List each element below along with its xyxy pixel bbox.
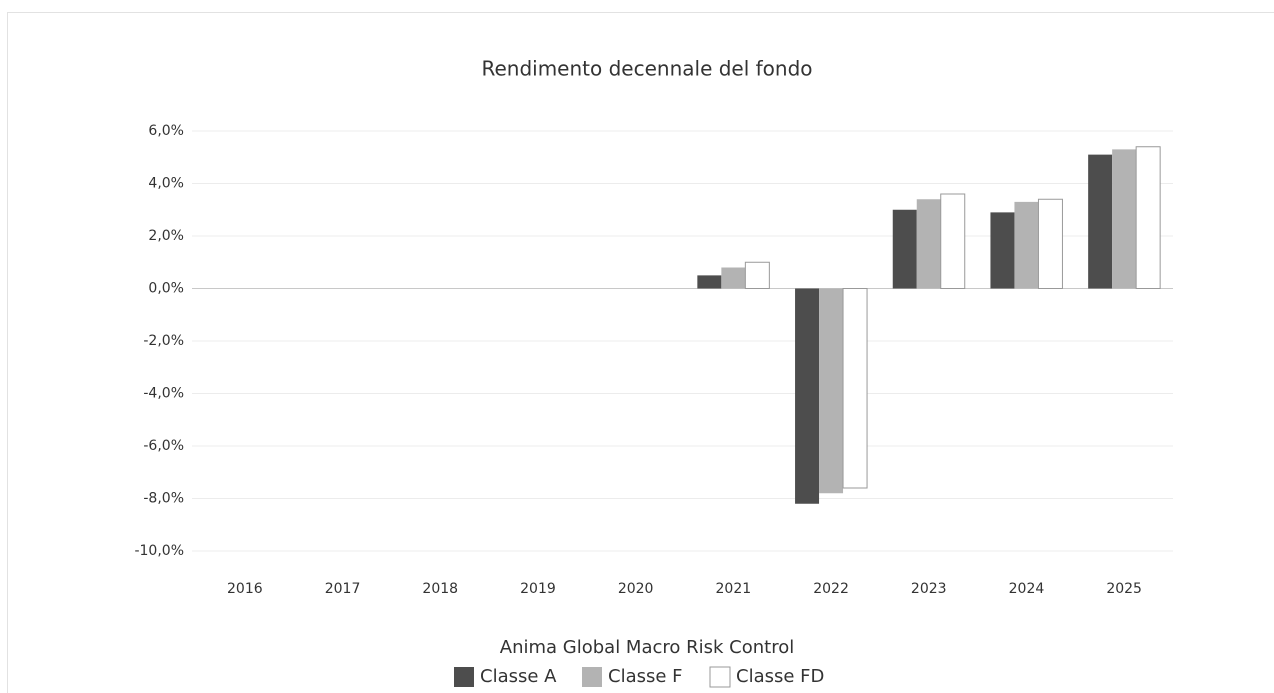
legend-swatch bbox=[582, 667, 602, 687]
bar bbox=[1112, 149, 1137, 289]
bar bbox=[697, 275, 722, 289]
x-tick-label: 2025 bbox=[1106, 581, 1142, 597]
y-tick-label: -8,0% bbox=[143, 491, 184, 507]
bar bbox=[1135, 146, 1161, 289]
y-tick-label: -2,0% bbox=[143, 333, 184, 349]
bar bbox=[744, 261, 770, 289]
x-tick-label: 2020 bbox=[618, 581, 654, 597]
x-tick-label: 2023 bbox=[911, 581, 947, 597]
y-tick-label: 6,0% bbox=[148, 123, 184, 139]
legend-label: Classe F bbox=[608, 666, 683, 687]
chart-title: Rendimento decennale del fondo bbox=[481, 57, 812, 81]
bar bbox=[1088, 154, 1113, 289]
bar bbox=[1037, 198, 1063, 289]
x-tick-label: 2017 bbox=[325, 581, 361, 597]
legend-swatch bbox=[709, 666, 731, 688]
legend-label: Classe FD bbox=[736, 666, 824, 687]
bar bbox=[916, 199, 941, 289]
y-tick-label: -4,0% bbox=[143, 386, 184, 402]
x-tick-label: 2022 bbox=[813, 581, 849, 597]
y-tick-label: 0,0% bbox=[148, 281, 184, 297]
legend-label: Classe A bbox=[480, 666, 557, 687]
frame bbox=[7, 12, 1274, 693]
x-tick-label: 2019 bbox=[520, 581, 556, 597]
y-tick-label: 2,0% bbox=[148, 228, 184, 244]
x-tick-label: 2021 bbox=[716, 581, 752, 597]
bar bbox=[795, 288, 820, 504]
bar bbox=[990, 212, 1015, 289]
bar bbox=[842, 288, 868, 489]
legend-title: Anima Global Macro Risk Control bbox=[500, 637, 794, 658]
bar bbox=[721, 267, 746, 289]
x-tick-label: 2018 bbox=[422, 581, 458, 597]
bar bbox=[1014, 201, 1039, 289]
legend-swatch bbox=[454, 667, 474, 687]
bar bbox=[940, 193, 966, 289]
x-tick-label: 2016 bbox=[227, 581, 263, 597]
y-tick-label: -6,0% bbox=[143, 438, 184, 454]
y-tick-label: -10,0% bbox=[134, 543, 184, 559]
y-tick-label: 4,0% bbox=[148, 176, 184, 192]
bar bbox=[892, 209, 917, 289]
x-tick-label: 2024 bbox=[1009, 581, 1045, 597]
bar bbox=[819, 288, 844, 494]
